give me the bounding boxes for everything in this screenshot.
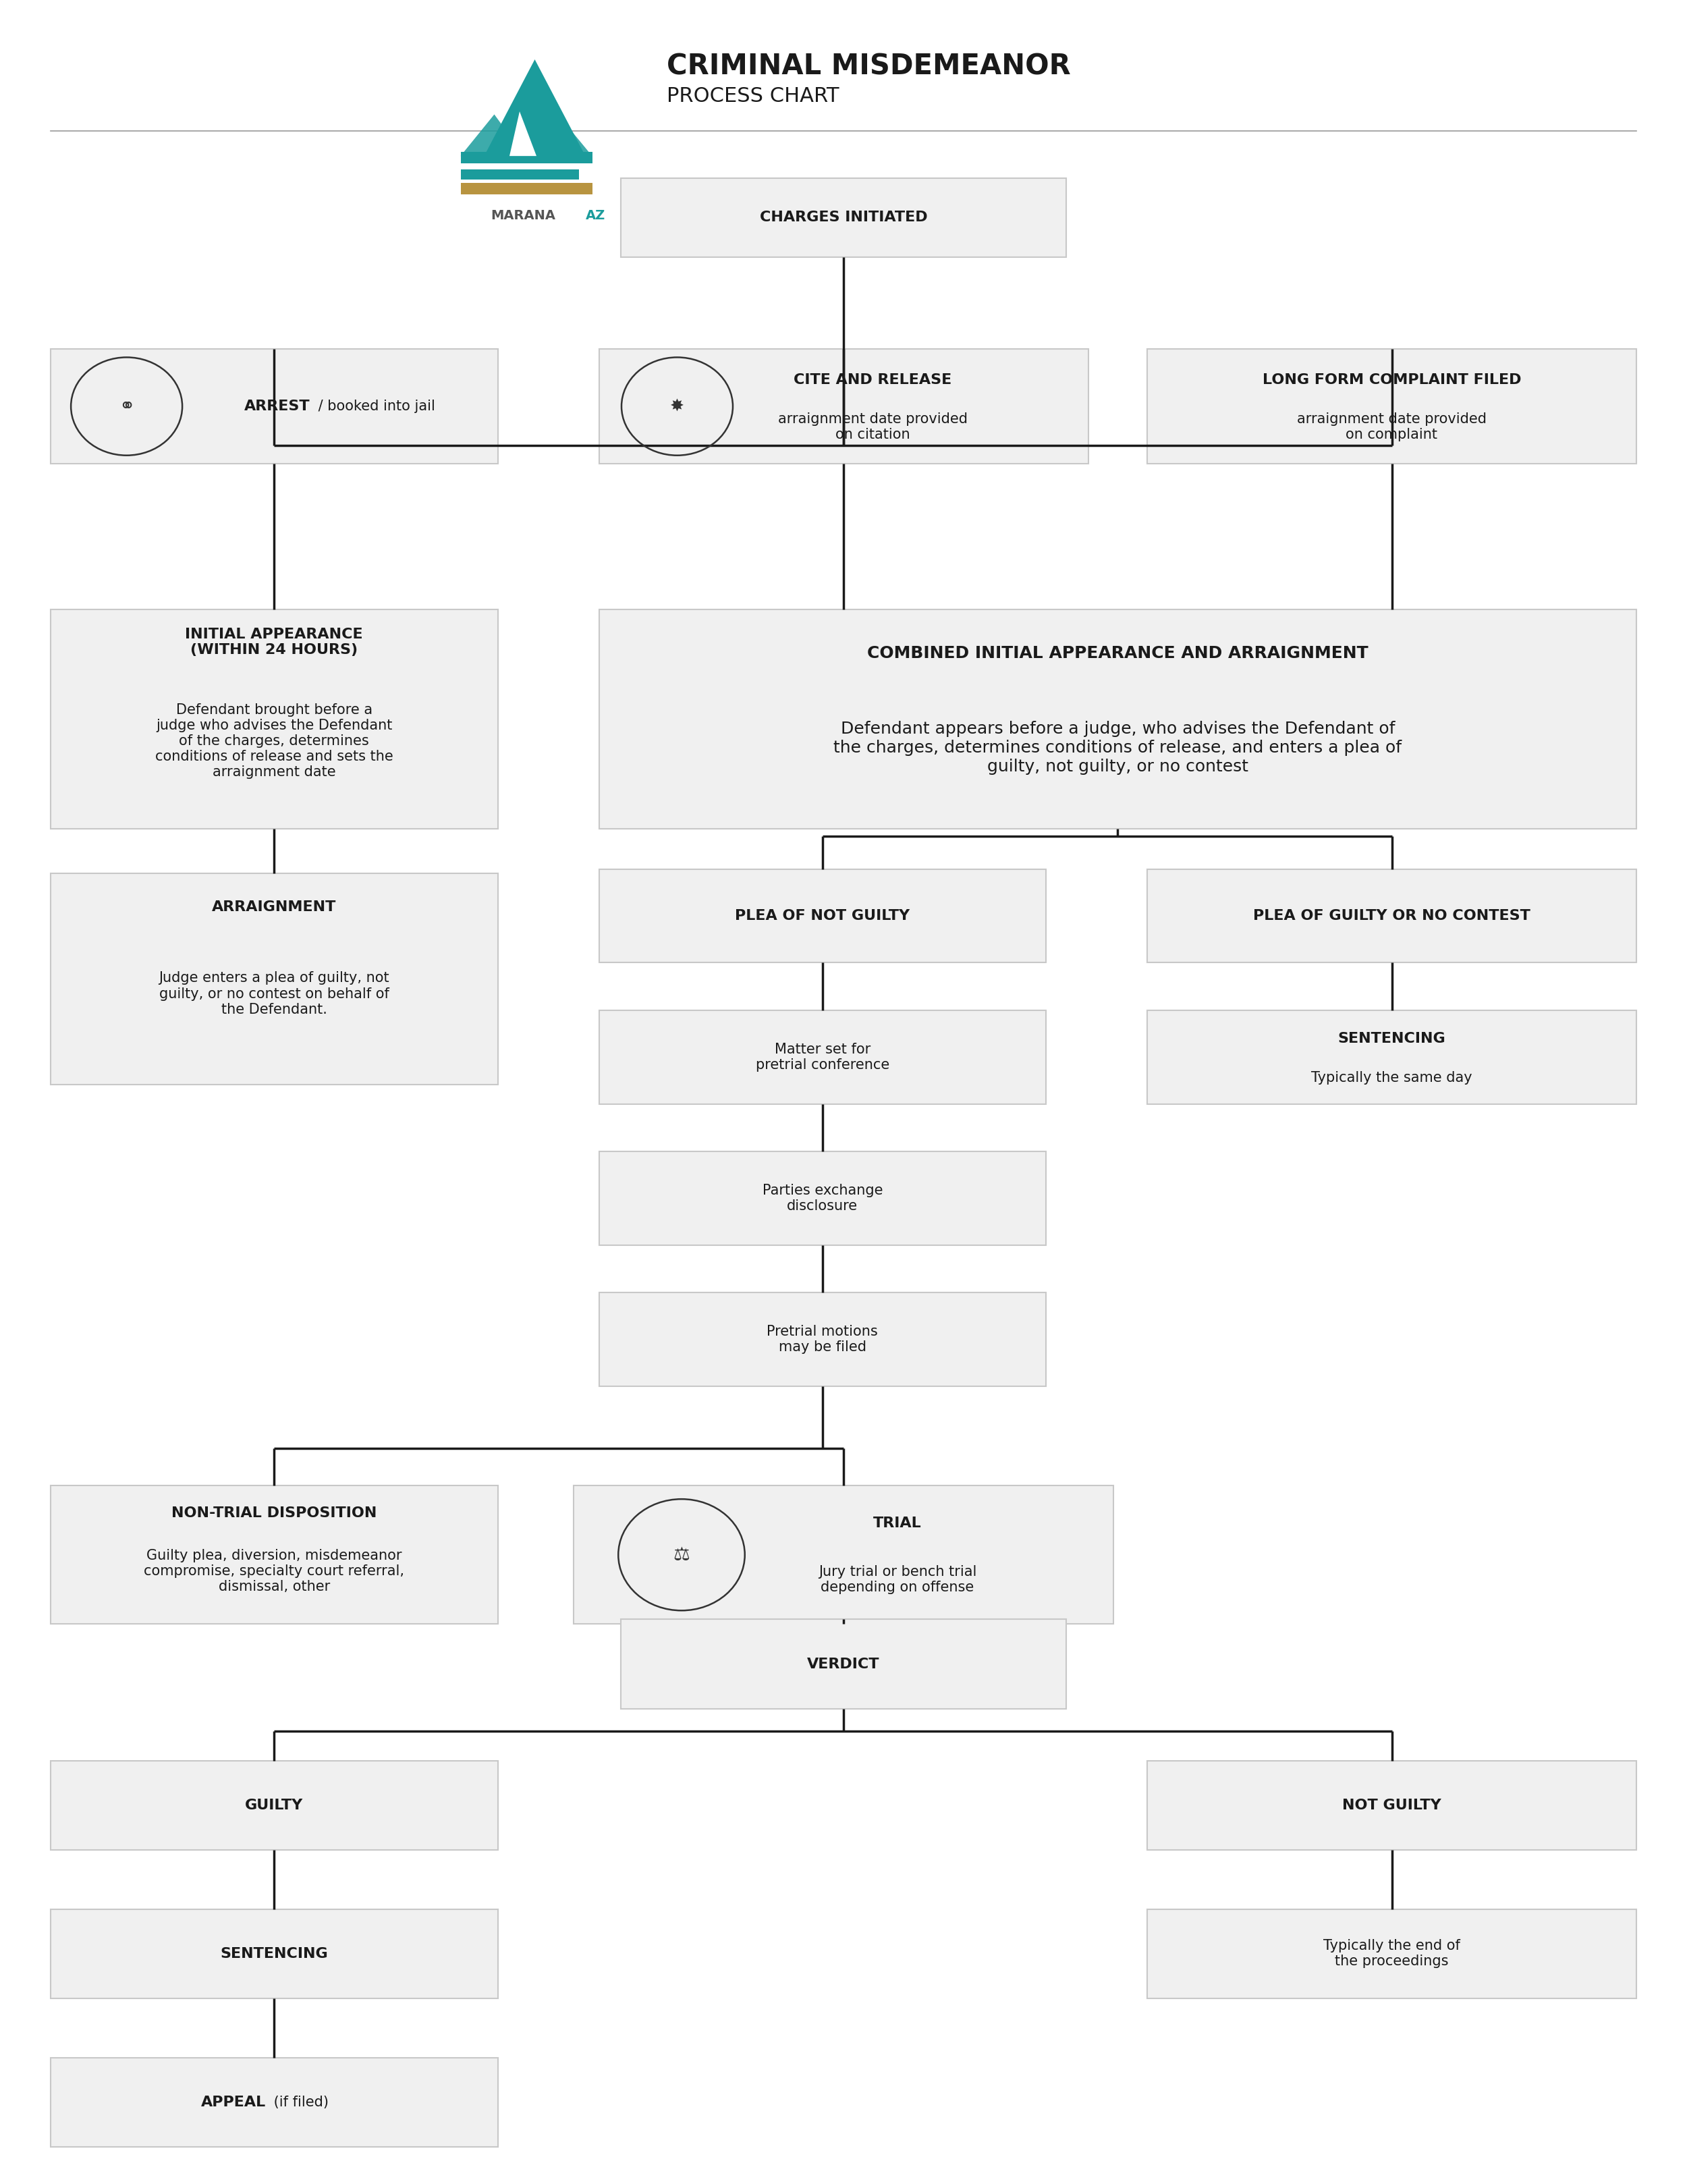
Text: LONG FORM COMPLAINT FILED: LONG FORM COMPLAINT FILED: [1262, 373, 1522, 387]
FancyBboxPatch shape: [599, 349, 1088, 463]
FancyBboxPatch shape: [599, 1293, 1046, 1387]
Text: TRIAL: TRIAL: [874, 1516, 921, 1529]
Text: Matter set for
pretrial conference: Matter set for pretrial conference: [756, 1042, 889, 1072]
FancyBboxPatch shape: [1147, 1011, 1636, 1103]
Text: Guilty plea, diversion, misdemeanor
compromise, specialty court referral,
dismis: Guilty plea, diversion, misdemeanor comp…: [143, 1548, 405, 1594]
Text: GUILTY: GUILTY: [245, 1797, 304, 1813]
Text: MARANA: MARANA: [491, 210, 555, 223]
Text: arraignment date provided
on complaint: arraignment date provided on complaint: [1297, 413, 1486, 441]
Text: Parties exchange
disclosure: Parties exchange disclosure: [763, 1184, 882, 1212]
FancyBboxPatch shape: [599, 869, 1046, 963]
Text: CRIMINAL MISDEMEANOR: CRIMINAL MISDEMEANOR: [666, 52, 1071, 81]
FancyBboxPatch shape: [1147, 1760, 1636, 1850]
FancyBboxPatch shape: [574, 1485, 1113, 1625]
FancyBboxPatch shape: [1147, 349, 1636, 463]
Text: Defendant appears before a judge, who advises the Defendant of
the charges, dete: Defendant appears before a judge, who ad…: [833, 721, 1402, 775]
Text: AZ: AZ: [585, 210, 606, 223]
Polygon shape: [484, 59, 585, 155]
FancyBboxPatch shape: [51, 1485, 498, 1625]
Text: COMBINED INITIAL APPEARANCE AND ARRAIGNMENT: COMBINED INITIAL APPEARANCE AND ARRAIGNM…: [867, 644, 1368, 662]
FancyBboxPatch shape: [51, 2057, 498, 2147]
FancyBboxPatch shape: [51, 349, 498, 463]
Text: Pretrial motions
may be filed: Pretrial motions may be filed: [768, 1326, 877, 1354]
Text: ARRAIGNMENT: ARRAIGNMENT: [213, 900, 336, 915]
FancyBboxPatch shape: [461, 183, 592, 194]
FancyBboxPatch shape: [621, 179, 1066, 258]
FancyBboxPatch shape: [621, 1618, 1066, 1708]
FancyBboxPatch shape: [1147, 1909, 1636, 1998]
Text: Typically the same day: Typically the same day: [1311, 1070, 1473, 1085]
Text: PLEA OF NOT GUILTY: PLEA OF NOT GUILTY: [736, 909, 909, 922]
FancyBboxPatch shape: [51, 1909, 498, 1998]
Text: ⚭: ⚭: [118, 397, 135, 415]
Text: CITE AND RELEASE: CITE AND RELEASE: [795, 373, 951, 387]
FancyBboxPatch shape: [1147, 869, 1636, 963]
Text: INITIAL APPEARANCE
(WITHIN 24 HOURS): INITIAL APPEARANCE (WITHIN 24 HOURS): [186, 627, 363, 657]
Text: SENTENCING: SENTENCING: [221, 1946, 327, 1961]
Polygon shape: [538, 122, 592, 155]
Text: PLEA OF GUILTY OR NO CONTEST: PLEA OF GUILTY OR NO CONTEST: [1253, 909, 1530, 922]
Text: arraignment date provided
on citation: arraignment date provided on citation: [778, 413, 968, 441]
FancyBboxPatch shape: [599, 1151, 1046, 1245]
Text: VERDICT: VERDICT: [808, 1658, 881, 1671]
Text: NOT GUILTY: NOT GUILTY: [1343, 1797, 1441, 1813]
FancyBboxPatch shape: [599, 1011, 1046, 1103]
Text: Typically the end of
the proceedings: Typically the end of the proceedings: [1323, 1939, 1461, 1968]
Text: / booked into jail: / booked into jail: [314, 400, 435, 413]
FancyBboxPatch shape: [51, 609, 498, 830]
FancyBboxPatch shape: [461, 151, 592, 164]
FancyBboxPatch shape: [461, 170, 579, 179]
Polygon shape: [509, 111, 536, 155]
Polygon shape: [461, 114, 525, 155]
Text: SENTENCING: SENTENCING: [1338, 1031, 1446, 1046]
Text: ARREST: ARREST: [245, 400, 310, 413]
Text: ✸: ✸: [670, 397, 685, 415]
FancyBboxPatch shape: [51, 1760, 498, 1850]
FancyBboxPatch shape: [51, 874, 498, 1085]
Text: CHARGES INITIATED: CHARGES INITIATED: [759, 212, 928, 225]
Text: PROCESS CHART: PROCESS CHART: [666, 85, 838, 105]
Text: APPEAL: APPEAL: [201, 2094, 267, 2110]
Text: Defendant brought before a
judge who advises the Defendant
of the charges, deter: Defendant brought before a judge who adv…: [155, 703, 393, 780]
Text: Judge enters a plea of guilty, not
guilty, or no contest on behalf of
the Defend: Judge enters a plea of guilty, not guilt…: [159, 972, 390, 1016]
Text: (if filed): (if filed): [270, 2094, 329, 2110]
Text: ⚖: ⚖: [673, 1546, 690, 1564]
Text: Jury trial or bench trial
depending on offense: Jury trial or bench trial depending on o…: [818, 1566, 977, 1594]
Text: NON-TRIAL DISPOSITION: NON-TRIAL DISPOSITION: [172, 1507, 376, 1520]
FancyBboxPatch shape: [599, 609, 1636, 830]
